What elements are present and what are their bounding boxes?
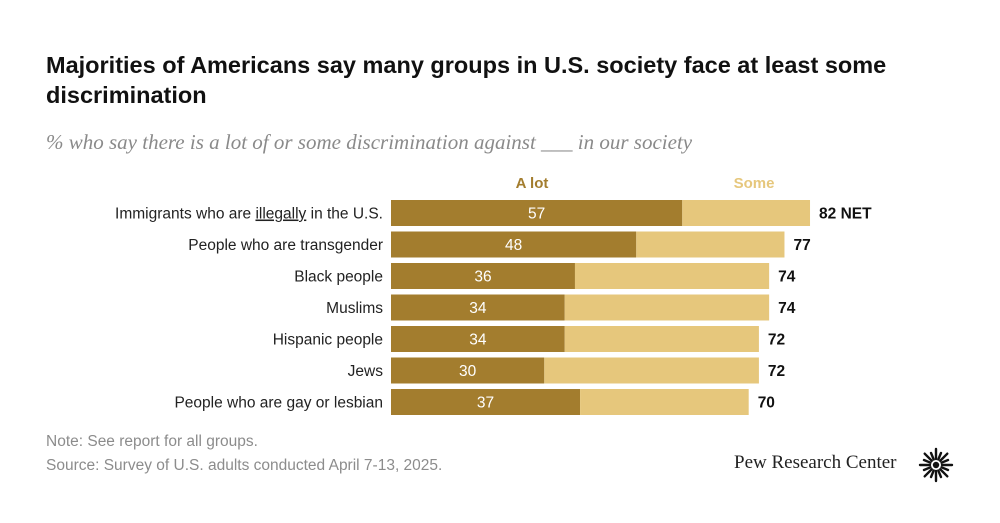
- bar-a-lot: [391, 326, 565, 352]
- net-label: 74: [778, 300, 796, 317]
- net-label: 70: [758, 395, 775, 412]
- bar-a-lot: [391, 231, 637, 258]
- value-label-a-lot: 48: [505, 237, 522, 254]
- bar-a-lot: [391, 357, 545, 384]
- bar-a-lot: [391, 263, 575, 289]
- legend-a-lot: A lot: [515, 175, 549, 192]
- net-label: 72: [768, 332, 785, 349]
- legend-some: Some: [733, 175, 775, 192]
- bar-some: [564, 326, 759, 352]
- chart-title: Majorities of Americans say many groups …: [46, 52, 887, 108]
- value-label-a-lot: 57: [528, 206, 545, 223]
- pew-logo-icon: [918, 447, 954, 483]
- category-label: Jews: [348, 363, 384, 380]
- net-label: 77: [793, 237, 810, 254]
- bar-some: [574, 263, 770, 289]
- bar-a-lot: [391, 294, 565, 321]
- bar-a-lot: [391, 200, 683, 226]
- net-label: 82 NET: [819, 206, 872, 223]
- brand-name: Pew Research Center: [734, 452, 897, 473]
- note-text: Note: See report for all groups.: [46, 433, 258, 450]
- bar-some: [544, 357, 759, 384]
- stacked-bar-chart: Immigrants who are illegally in the U.S.…: [115, 200, 872, 415]
- bar-some: [682, 200, 811, 226]
- net-label: 72: [768, 363, 785, 380]
- category-label: Immigrants who are illegally in the U.S.: [115, 206, 383, 223]
- category-label: People who are gay or lesbian: [174, 395, 383, 412]
- value-label-a-lot: 34: [469, 332, 487, 349]
- net-label: 74: [778, 269, 796, 286]
- value-label-a-lot: 34: [469, 300, 487, 317]
- bar-some: [636, 231, 785, 258]
- category-label: People who are transgender: [188, 237, 383, 254]
- value-label-a-lot: 37: [477, 395, 494, 412]
- source-text: Source: Survey of U.S. adults conducted …: [46, 457, 443, 474]
- category-label: Hispanic people: [273, 332, 383, 349]
- chart-subtitle: % who say there is a lot of or some disc…: [46, 130, 693, 154]
- value-label-a-lot: 30: [459, 363, 477, 380]
- category-label: Black people: [294, 269, 383, 286]
- value-label-a-lot: 36: [474, 269, 491, 286]
- category-label: Muslims: [326, 300, 383, 317]
- bar-some: [564, 294, 770, 321]
- bar-some: [580, 389, 749, 415]
- bar-a-lot: [391, 389, 581, 415]
